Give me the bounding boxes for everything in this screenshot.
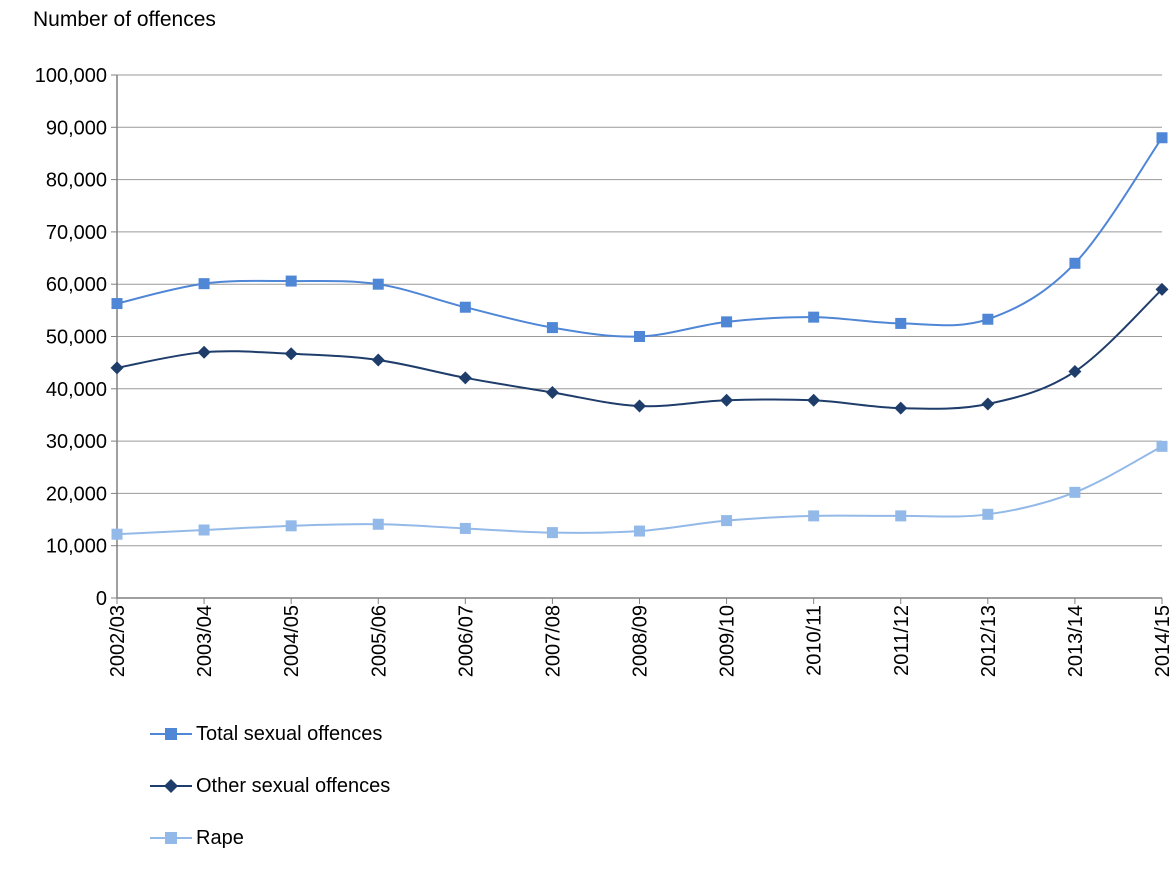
y-tick-label: 70,000 <box>46 222 107 244</box>
x-tick-label: 2003/04 <box>194 605 216 677</box>
x-tick-label: 2008/09 <box>630 605 652 677</box>
series-other-sexual-offences <box>110 282 1169 415</box>
data-point <box>1155 282 1169 296</box>
series-line <box>116 288 1163 410</box>
data-point <box>634 331 645 342</box>
series-group <box>110 132 1169 540</box>
data-point <box>371 353 385 367</box>
data-point <box>198 278 210 290</box>
x-tick-label: 2007/08 <box>542 605 564 677</box>
x-tick-label: 2010/11 <box>804 605 826 676</box>
x-tick-label: 2004/05 <box>281 605 303 677</box>
y-axis-ticks: 0 10,000 20,000 30,000 40,000 50,000 60,000 70,… <box>35 65 117 610</box>
data-point <box>372 278 384 290</box>
legend-item-rape: Rape <box>148 812 390 864</box>
legend: Total sexual offences Other sexual offen… <box>148 708 390 864</box>
legend-label-other: Other sexual offences <box>196 774 391 797</box>
legend-swatch-rape <box>150 832 192 844</box>
data-point <box>459 301 471 313</box>
x-tick-label: 2013/14 <box>1065 605 1087 677</box>
y-axis-title: Number of offences <box>33 8 216 31</box>
data-point <box>1068 365 1082 379</box>
data-point <box>894 401 908 415</box>
data-point <box>1156 440 1168 452</box>
series-line <box>116 137 1163 338</box>
x-tick-label: 2002/03 <box>107 605 129 677</box>
y-tick-label: 20,000 <box>46 483 107 505</box>
y-tick-label: 50,000 <box>46 327 107 349</box>
y-tick-label: 30,000 <box>46 431 107 453</box>
data-point <box>981 397 995 411</box>
data-point <box>285 275 297 287</box>
y-tick-label: 80,000 <box>46 170 107 192</box>
data-point <box>111 528 123 540</box>
data-point <box>198 524 210 536</box>
legend-label-rape: Rape <box>196 826 244 849</box>
data-point <box>372 518 384 530</box>
data-point <box>111 298 123 310</box>
y-tick-label: 40,000 <box>46 379 107 401</box>
legend-swatch-other <box>150 779 192 793</box>
legend-item-total: Total sexual offences <box>148 708 390 760</box>
data-point <box>807 393 821 407</box>
data-point <box>895 317 907 329</box>
data-point <box>284 347 298 361</box>
x-tick-label: 2009/10 <box>717 605 739 677</box>
data-point <box>1156 132 1168 144</box>
data-point <box>634 525 645 537</box>
data-point <box>458 371 472 385</box>
series-total-sexual-offences <box>111 132 1168 342</box>
data-point <box>110 361 124 375</box>
x-tick-label: 2012/13 <box>978 605 1000 677</box>
data-point <box>721 515 733 527</box>
legend-swatch-total <box>150 728 192 740</box>
x-tick-label: 2006/07 <box>455 605 477 677</box>
data-point <box>285 520 297 532</box>
data-point <box>1069 257 1081 269</box>
data-point <box>459 522 471 534</box>
data-point <box>545 385 559 399</box>
legend-label-total: Total sexual offences <box>196 722 383 745</box>
data-point <box>982 313 994 325</box>
data-point <box>720 393 734 407</box>
data-point <box>721 316 733 328</box>
data-point <box>808 510 820 522</box>
x-axis-ticks: 2002/03 2003/04 2004/05 2005/06 2006/07 2007/… <box>107 598 1174 677</box>
x-tick-label: 2005/06 <box>368 605 390 677</box>
data-point <box>1069 486 1081 498</box>
axes <box>116 75 1162 599</box>
series-line <box>116 445 1163 536</box>
data-point <box>808 311 820 323</box>
gridlines <box>117 74 1162 547</box>
series-rape <box>111 440 1168 540</box>
data-point <box>546 322 558 334</box>
data-point <box>982 508 994 520</box>
y-tick-label: 0 <box>96 588 107 610</box>
data-point <box>197 345 211 359</box>
x-tick-label: 2014/15 <box>1152 605 1174 677</box>
data-point <box>633 399 646 413</box>
data-point <box>895 510 907 522</box>
y-tick-label: 60,000 <box>46 274 107 296</box>
data-point <box>546 527 558 539</box>
line-chart: 0 10,000 20,000 30,000 40,000 50,000 60,000 70,… <box>35 65 1174 677</box>
x-tick-label: 2011/12 <box>891 605 913 676</box>
y-tick-label: 90,000 <box>46 117 107 139</box>
legend-item-other: Other sexual offences <box>148 760 390 812</box>
y-tick-label: 100,000 <box>35 65 107 87</box>
y-tick-label: 10,000 <box>46 536 107 558</box>
